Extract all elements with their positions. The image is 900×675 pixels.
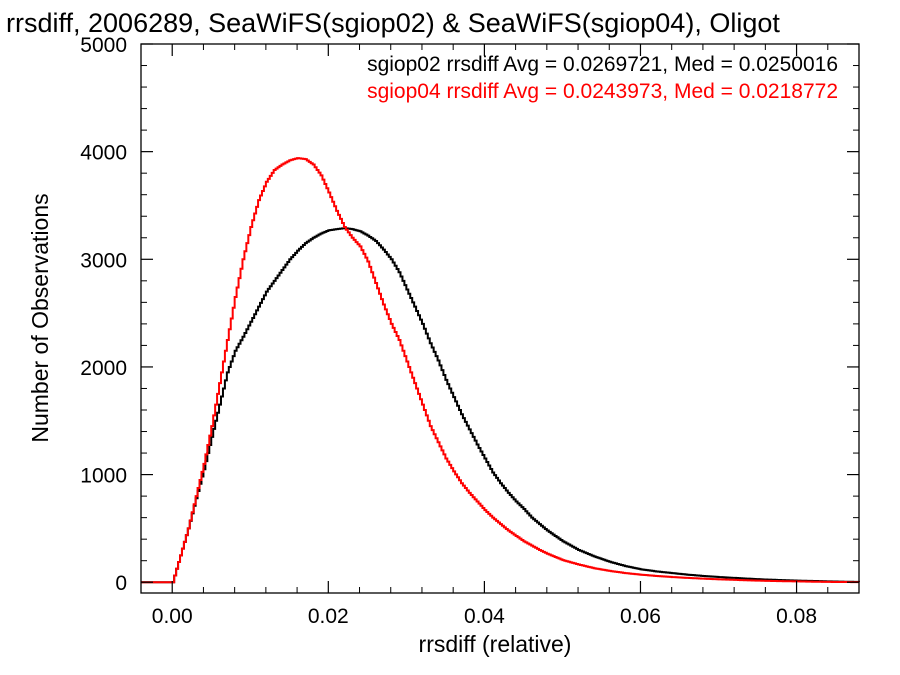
y-tick-label: 4000 [80, 142, 127, 165]
y-tick-label: 2000 [80, 357, 127, 380]
y-axis-ticks: 0 1000 2000 3000 4000 5000 [80, 34, 859, 595]
x-tick-label: 0.00 [152, 605, 193, 628]
plot-frame [140, 43, 860, 594]
series-line-sgiop02 [141, 227, 860, 584]
y-tick-label: 1000 [80, 465, 127, 488]
series-line-sgiop04 [141, 157, 860, 584]
x-tick-label: 0.08 [776, 605, 817, 628]
y-tick-label: 0 [115, 572, 127, 595]
x-tick-label: 0.06 [620, 605, 661, 628]
legend-entry-sgiop02: sgiop02 rrsdiff Avg = 0.0269721, Med = 0… [367, 53, 838, 76]
x-axis-label: rrsdiff (relative) [419, 631, 572, 657]
y-tick-label: 5000 [80, 34, 127, 57]
x-tick-label: 0.02 [308, 605, 349, 628]
chart-title: rrsdiff, 2006289, SeaWiFS(sgiop02) & Sea… [6, 8, 780, 38]
x-tick-label: 0.04 [464, 605, 505, 628]
x-axis-ticks: 0.00 0.02 0.04 0.06 0.08 [140, 44, 860, 628]
y-tick-label: 3000 [80, 249, 127, 272]
legend-entry-sgiop04: sgiop04 rrsdiff Avg = 0.0243973, Med = 0… [367, 80, 838, 103]
y-axis-label: Number of Observations [27, 193, 53, 442]
plot-series-group [141, 157, 860, 584]
